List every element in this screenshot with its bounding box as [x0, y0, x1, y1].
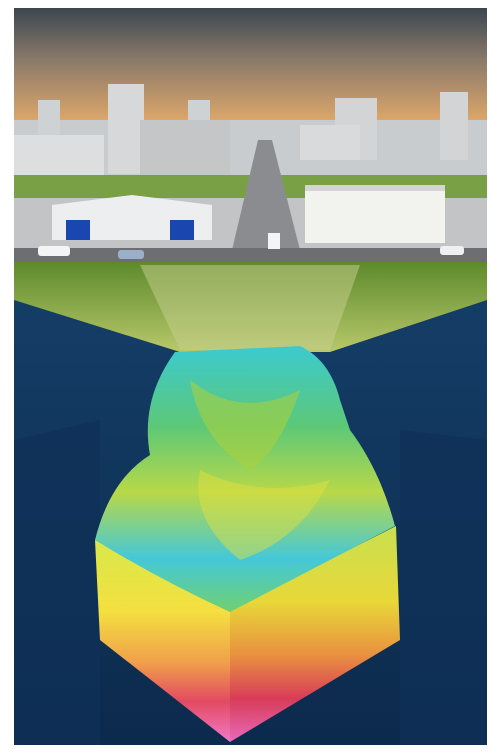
model-relief — [198, 470, 330, 560]
building — [140, 120, 230, 180]
sensor-grid — [140, 265, 360, 350]
car — [118, 250, 144, 259]
shadow — [400, 430, 487, 745]
model-right-face — [230, 526, 400, 742]
office — [305, 185, 445, 243]
truck — [268, 233, 280, 249]
office-roof — [305, 185, 445, 191]
door — [66, 220, 90, 240]
building — [300, 125, 360, 160]
tower — [440, 92, 468, 160]
street — [14, 248, 487, 262]
model-relief — [190, 380, 300, 470]
door — [170, 220, 194, 240]
model-top-surface — [95, 346, 395, 612]
car — [38, 246, 70, 256]
tower — [108, 84, 144, 174]
shadow — [14, 420, 100, 745]
car — [440, 246, 464, 255]
road — [232, 140, 300, 250]
sky — [14, 8, 487, 123]
model-left-face — [95, 540, 230, 742]
